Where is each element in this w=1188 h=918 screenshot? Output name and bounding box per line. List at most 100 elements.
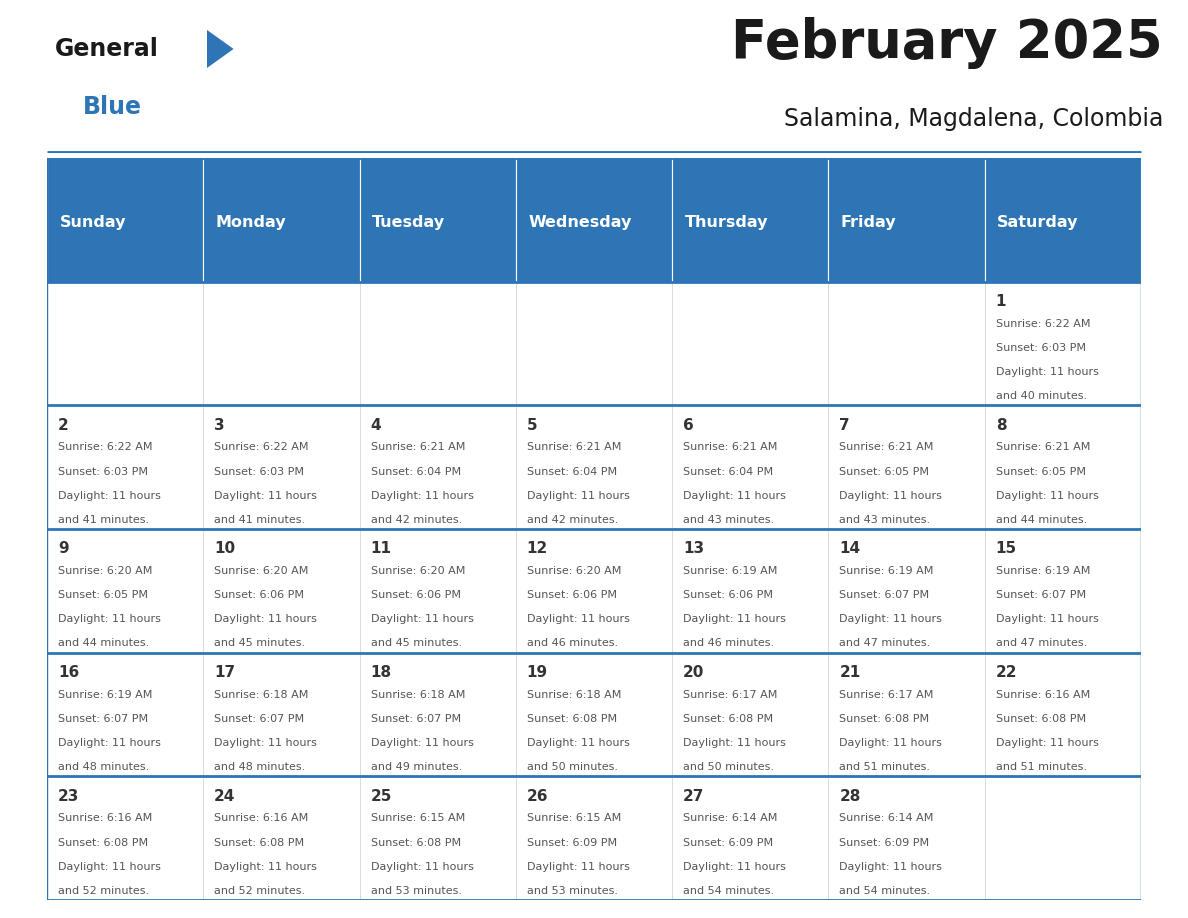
Text: Saturday: Saturday — [997, 215, 1079, 230]
Text: Sunset: 6:04 PM: Sunset: 6:04 PM — [526, 466, 617, 476]
Text: Sunrise: 6:17 AM: Sunrise: 6:17 AM — [683, 689, 777, 700]
Bar — [516, 158, 672, 282]
Text: and 44 minutes.: and 44 minutes. — [58, 638, 150, 648]
Text: Sunset: 6:07 PM: Sunset: 6:07 PM — [214, 714, 304, 724]
Text: Sunset: 6:03 PM: Sunset: 6:03 PM — [996, 343, 1086, 353]
Text: Sunset: 6:07 PM: Sunset: 6:07 PM — [840, 590, 929, 600]
Text: Sunset: 6:09 PM: Sunset: 6:09 PM — [683, 837, 773, 847]
Text: Sunset: 6:08 PM: Sunset: 6:08 PM — [371, 837, 461, 847]
Bar — [48, 529, 203, 653]
Text: Sunrise: 6:15 AM: Sunrise: 6:15 AM — [526, 813, 621, 823]
Bar — [985, 158, 1140, 282]
Bar — [985, 529, 1140, 653]
Text: and 54 minutes.: and 54 minutes. — [840, 886, 930, 896]
Text: and 51 minutes.: and 51 minutes. — [840, 762, 930, 772]
Text: Friday: Friday — [841, 215, 897, 230]
Text: Sunday: Sunday — [59, 215, 126, 230]
Bar — [828, 406, 985, 529]
Bar — [672, 653, 828, 777]
Text: 13: 13 — [683, 542, 704, 556]
Text: 22: 22 — [996, 665, 1017, 680]
Text: Daylight: 11 hours: Daylight: 11 hours — [683, 862, 786, 872]
Text: Sunrise: 6:19 AM: Sunrise: 6:19 AM — [996, 566, 1091, 577]
Text: Sunset: 6:07 PM: Sunset: 6:07 PM — [371, 714, 461, 724]
Bar — [985, 282, 1140, 406]
Text: Sunset: 6:04 PM: Sunset: 6:04 PM — [371, 466, 461, 476]
Bar — [360, 653, 516, 777]
Text: 15: 15 — [996, 542, 1017, 556]
Text: 3: 3 — [214, 418, 225, 432]
Text: Sunrise: 6:18 AM: Sunrise: 6:18 AM — [526, 689, 621, 700]
Text: Sunset: 6:06 PM: Sunset: 6:06 PM — [214, 590, 304, 600]
Text: Sunrise: 6:17 AM: Sunrise: 6:17 AM — [840, 689, 934, 700]
Bar — [48, 777, 203, 900]
Bar — [203, 158, 360, 282]
Text: 6: 6 — [683, 418, 694, 432]
Polygon shape — [207, 30, 234, 68]
Text: Salamina, Magdalena, Colombia: Salamina, Magdalena, Colombia — [784, 107, 1163, 131]
Text: Daylight: 11 hours: Daylight: 11 hours — [996, 367, 1099, 377]
Text: Sunset: 6:09 PM: Sunset: 6:09 PM — [840, 837, 929, 847]
Text: 21: 21 — [840, 665, 860, 680]
Text: Sunrise: 6:22 AM: Sunrise: 6:22 AM — [58, 442, 152, 453]
Text: Daylight: 11 hours: Daylight: 11 hours — [526, 614, 630, 624]
Text: Daylight: 11 hours: Daylight: 11 hours — [214, 738, 317, 748]
Text: Sunrise: 6:20 AM: Sunrise: 6:20 AM — [371, 566, 465, 577]
Bar — [203, 406, 360, 529]
Text: Daylight: 11 hours: Daylight: 11 hours — [58, 738, 160, 748]
Text: Sunrise: 6:21 AM: Sunrise: 6:21 AM — [683, 442, 777, 453]
Bar — [516, 529, 672, 653]
Text: Sunrise: 6:19 AM: Sunrise: 6:19 AM — [58, 689, 152, 700]
Bar — [360, 777, 516, 900]
Text: Daylight: 11 hours: Daylight: 11 hours — [683, 614, 786, 624]
Text: and 46 minutes.: and 46 minutes. — [526, 638, 618, 648]
Text: February 2025: February 2025 — [732, 17, 1163, 69]
Text: Sunrise: 6:14 AM: Sunrise: 6:14 AM — [683, 813, 777, 823]
Text: 14: 14 — [840, 542, 860, 556]
Text: and 42 minutes.: and 42 minutes. — [526, 515, 618, 525]
Bar — [360, 282, 516, 406]
Text: 8: 8 — [996, 418, 1006, 432]
Text: Sunset: 6:04 PM: Sunset: 6:04 PM — [683, 466, 773, 476]
Bar — [985, 777, 1140, 900]
Text: and 50 minutes.: and 50 minutes. — [683, 762, 775, 772]
Text: and 42 minutes.: and 42 minutes. — [371, 515, 462, 525]
Text: Daylight: 11 hours: Daylight: 11 hours — [996, 490, 1099, 500]
Bar — [360, 158, 516, 282]
Bar — [828, 777, 985, 900]
Text: 16: 16 — [58, 665, 80, 680]
Text: Thursday: Thursday — [684, 215, 769, 230]
Bar — [985, 406, 1140, 529]
Text: and 41 minutes.: and 41 minutes. — [58, 515, 148, 525]
Text: Sunset: 6:08 PM: Sunset: 6:08 PM — [996, 714, 1086, 724]
Text: Daylight: 11 hours: Daylight: 11 hours — [996, 614, 1099, 624]
Text: Sunrise: 6:21 AM: Sunrise: 6:21 AM — [996, 442, 1091, 453]
Text: and 46 minutes.: and 46 minutes. — [683, 638, 775, 648]
Text: Sunset: 6:03 PM: Sunset: 6:03 PM — [214, 466, 304, 476]
Bar — [985, 653, 1140, 777]
Text: and 48 minutes.: and 48 minutes. — [58, 762, 150, 772]
Text: Sunset: 6:06 PM: Sunset: 6:06 PM — [683, 590, 773, 600]
Text: 7: 7 — [840, 418, 849, 432]
Bar — [828, 158, 985, 282]
Bar — [360, 529, 516, 653]
Text: 19: 19 — [526, 665, 548, 680]
Text: Sunset: 6:07 PM: Sunset: 6:07 PM — [58, 714, 148, 724]
Text: Daylight: 11 hours: Daylight: 11 hours — [840, 490, 942, 500]
Bar — [516, 406, 672, 529]
Text: 5: 5 — [526, 418, 537, 432]
Text: and 45 minutes.: and 45 minutes. — [214, 638, 305, 648]
Bar — [828, 653, 985, 777]
Text: Daylight: 11 hours: Daylight: 11 hours — [683, 738, 786, 748]
Text: Sunrise: 6:22 AM: Sunrise: 6:22 AM — [996, 319, 1091, 329]
Text: Daylight: 11 hours: Daylight: 11 hours — [214, 490, 317, 500]
Bar — [828, 529, 985, 653]
Text: General: General — [55, 37, 159, 61]
Text: Sunrise: 6:20 AM: Sunrise: 6:20 AM — [214, 566, 309, 577]
Text: Sunset: 6:08 PM: Sunset: 6:08 PM — [840, 714, 929, 724]
Text: 9: 9 — [58, 542, 69, 556]
Text: and 47 minutes.: and 47 minutes. — [840, 638, 930, 648]
Text: Daylight: 11 hours: Daylight: 11 hours — [840, 738, 942, 748]
Text: Sunrise: 6:19 AM: Sunrise: 6:19 AM — [840, 566, 934, 577]
Text: 1: 1 — [996, 294, 1006, 309]
